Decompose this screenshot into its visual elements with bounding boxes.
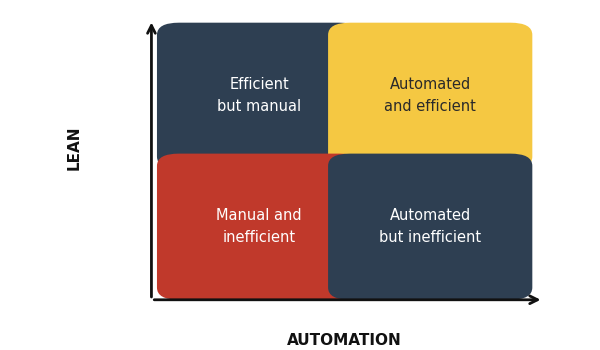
Text: AUTOMATION: AUTOMATION (287, 333, 402, 348)
FancyBboxPatch shape (157, 23, 361, 169)
Text: Efficient
but manual: Efficient but manual (217, 77, 301, 114)
Text: Automated
but inefficient: Automated but inefficient (379, 208, 481, 245)
FancyBboxPatch shape (157, 154, 361, 300)
Text: Manual and
inefficient: Manual and inefficient (216, 208, 302, 245)
FancyBboxPatch shape (328, 154, 532, 300)
Text: Automated
and efficient: Automated and efficient (384, 77, 476, 114)
FancyBboxPatch shape (328, 23, 532, 169)
Text: LEAN: LEAN (67, 125, 82, 170)
